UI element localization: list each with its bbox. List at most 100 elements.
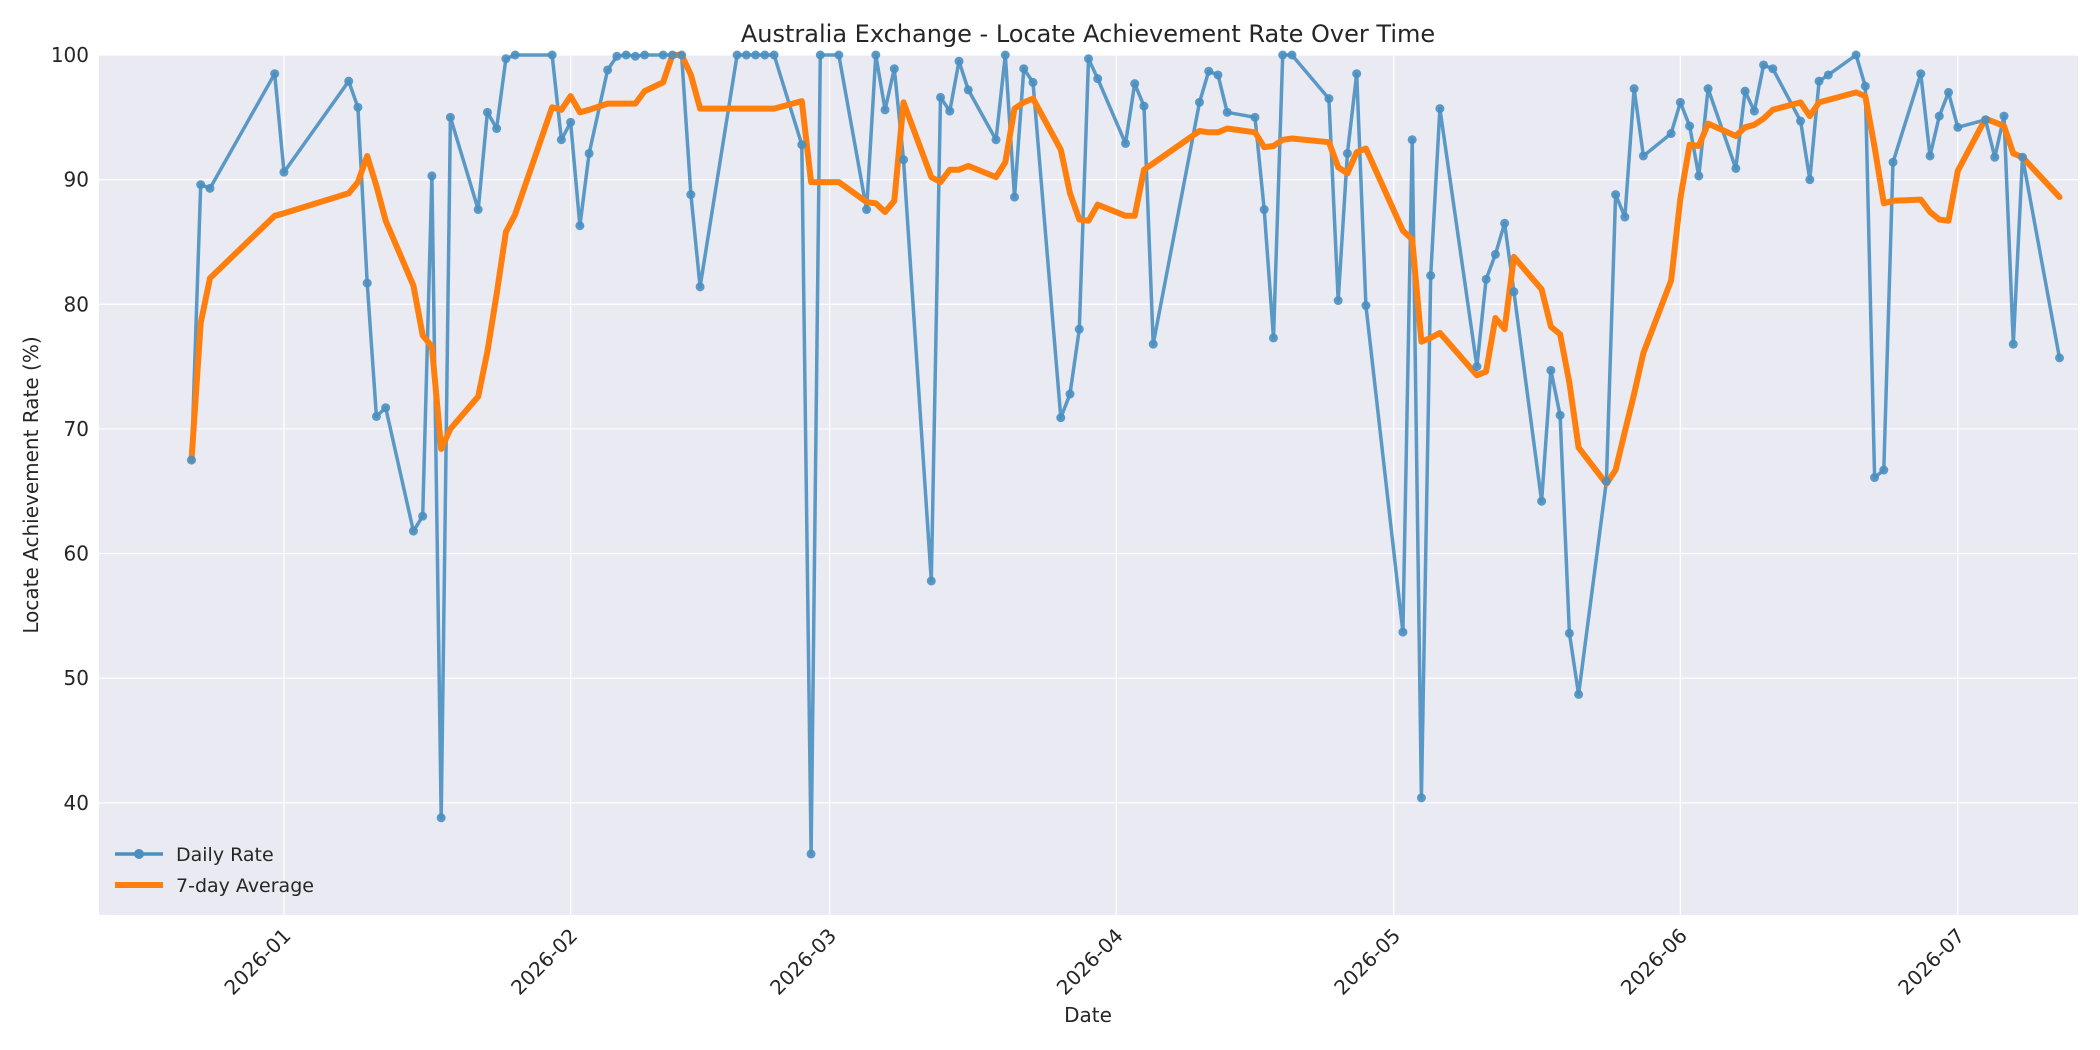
daily-rate-point <box>640 50 650 60</box>
daily-rate-point <box>797 140 807 150</box>
daily-rate-point <box>1056 413 1066 423</box>
daily-rate-point <box>1620 212 1630 222</box>
legend-daily-label: Daily Rate <box>176 844 274 866</box>
daily-rate-point <box>1472 362 1482 372</box>
daily-rate-point <box>1250 112 1260 122</box>
daily-rate-point <box>1768 64 1778 74</box>
x-tick-label: 2026-04 <box>1052 924 1128 1000</box>
daily-rate-point <box>1601 476 1611 486</box>
daily-rate-point <box>926 576 936 586</box>
daily-rate-point <box>1629 84 1639 94</box>
legend-daily-marker <box>134 849 144 859</box>
daily-rate-point <box>1638 151 1648 161</box>
daily-rate-point <box>1352 69 1362 79</box>
daily-rate-point <box>1010 192 1020 202</box>
daily-rate-point <box>1666 129 1676 139</box>
daily-rate-point <box>1074 324 1084 334</box>
daily-rate-point <box>751 50 761 60</box>
daily-rate-point <box>1342 148 1352 158</box>
daily-rate-point <box>621 50 631 60</box>
daily-rate-point <box>1065 389 1075 399</box>
daily-rate-point <box>741 50 751 60</box>
x-tick-label: 2026-06 <box>1616 924 1692 1000</box>
daily-rate-point <box>1130 79 1140 89</box>
daily-rate-point <box>1685 121 1695 131</box>
y-tick-label: 40 <box>64 791 89 815</box>
daily-rate-point <box>732 50 742 60</box>
daily-rate-point <box>1999 111 2009 121</box>
daily-rate-point <box>1546 365 1556 375</box>
daily-rate-point <box>575 221 585 231</box>
y-tick-label: 90 <box>64 168 89 192</box>
daily-rate-point <box>1759 60 1769 70</box>
daily-rate-point <box>1028 77 1038 87</box>
daily-rate-point <box>1574 689 1584 699</box>
daily-rate-point <box>418 511 428 521</box>
x-axis-label: Date <box>1064 1003 1112 1027</box>
daily-rate-point <box>880 105 890 115</box>
daily-rate-point <box>566 117 576 127</box>
legend-average-label: 7-day Average <box>176 875 314 897</box>
daily-rate-point <box>1703 84 1713 94</box>
daily-rate-point <box>1361 301 1371 311</box>
daily-rate-point <box>1148 339 1158 349</box>
daily-rate-point <box>1694 171 1704 181</box>
daily-rate-point <box>1823 70 1833 80</box>
grid <box>99 54 2078 915</box>
daily-rate-point <box>677 50 687 60</box>
daily-rate-point <box>1740 86 1750 96</box>
daily-rate-point <box>1416 793 1426 803</box>
y-tick-label: 60 <box>64 542 89 566</box>
daily-rate-point <box>1204 66 1214 76</box>
x-tick-label: 2026-01 <box>219 924 295 1000</box>
daily-rate-point <box>1500 218 1510 228</box>
daily-rate-point <box>1555 410 1565 420</box>
daily-rate-point <box>510 50 520 60</box>
x-tick-label: 2026-05 <box>1329 924 1405 1000</box>
daily-rate-point <box>1426 271 1436 281</box>
daily-rate-point <box>1194 97 1204 107</box>
daily-rate-point <box>445 112 455 122</box>
y-tick-label: 80 <box>64 292 89 316</box>
daily-rate-point <box>1870 473 1880 483</box>
daily-rate-point <box>1805 175 1815 185</box>
daily-rate-point <box>1879 465 1889 475</box>
average-line <box>188 52 2063 487</box>
y-axis: 40 50 60 70 80 90 100 <box>51 43 89 815</box>
daily-rate-point <box>547 50 557 60</box>
daily-rate-point <box>991 135 1001 145</box>
daily-rate-point <box>501 54 511 64</box>
daily-rate-point <box>806 849 816 859</box>
chart-title: Australia Exchange - Locate Achievement … <box>741 20 1435 48</box>
daily-rate-point <box>889 64 899 74</box>
daily-rate-point <box>769 50 779 60</box>
series-layer <box>186 50 2065 859</box>
daily-rate-point <box>630 51 640 61</box>
daily-rate-point <box>556 135 566 145</box>
daily-rate-point <box>1944 87 1954 97</box>
daily-rate-point <box>1139 101 1149 111</box>
daily-rate-point <box>1731 163 1741 173</box>
daily-rate-point <box>473 205 483 215</box>
daily-rate-point <box>1564 628 1574 638</box>
daily-rate-point <box>1860 81 1870 91</box>
daily-rate-point <box>1981 115 1991 125</box>
daily-rate-point <box>815 50 825 60</box>
daily-rate-point <box>1222 107 1232 117</box>
daily-rate-point <box>1934 111 1944 121</box>
daily-rate-point <box>2008 339 2018 349</box>
daily-rate-point <box>834 50 844 60</box>
daily-rate-point <box>612 51 622 61</box>
legend: Daily Rate 7-day Average <box>115 844 314 897</box>
daily-rate-point <box>1509 287 1519 297</box>
daily-rate-point <box>1084 54 1093 64</box>
daily-rate-point <box>381 403 391 413</box>
daily-rate-point <box>2018 152 2028 162</box>
daily-rate-point <box>1278 50 1288 60</box>
daily-rate-point <box>1019 64 1029 74</box>
daily-rate-point <box>186 455 196 465</box>
daily-rate-point <box>954 56 964 66</box>
daily-rate-point <box>695 282 705 292</box>
daily-rate-point <box>1990 152 2000 162</box>
daily-rate-point <box>686 190 696 200</box>
